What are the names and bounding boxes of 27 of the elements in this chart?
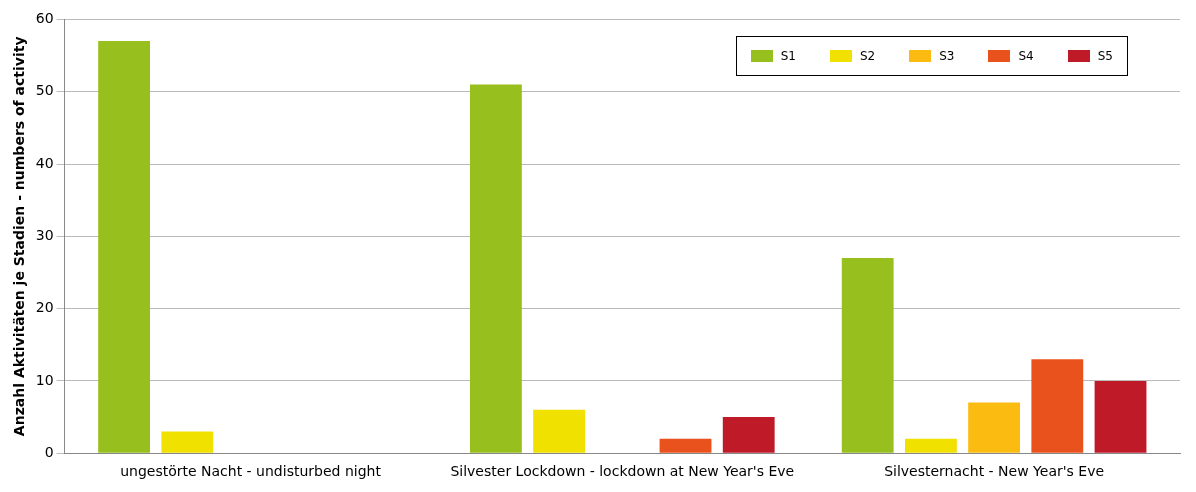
bar xyxy=(98,41,151,453)
x-tick-label: Silvester Lockdown - lockdown at New Year's Eve xyxy=(450,463,795,480)
legend-label: S4 xyxy=(1018,49,1034,63)
y-tick-label: 40 xyxy=(35,154,54,171)
bar xyxy=(1094,380,1147,453)
y-tick-label: 0 xyxy=(44,443,54,460)
legend-label: S5 xyxy=(1097,49,1113,63)
y-tick-label: 20 xyxy=(35,299,54,316)
y-tick-label: 50 xyxy=(35,82,54,99)
bar xyxy=(841,257,894,453)
legend-label: S3 xyxy=(939,49,955,63)
bar xyxy=(469,84,522,453)
bar xyxy=(904,438,957,453)
bar xyxy=(659,438,712,453)
legend-label: S2 xyxy=(859,49,876,63)
bar xyxy=(1031,359,1084,453)
y-tick-label: 60 xyxy=(35,10,54,27)
y-axis-title: Anzahl Aktivitäten je Stadien - numbers of activity xyxy=(11,36,28,437)
y-tick-label: 30 xyxy=(35,226,54,243)
bar xyxy=(533,409,586,453)
y-tick-label: 10 xyxy=(35,371,54,388)
x-tick-label: ungestörte Nacht - undisturbed night xyxy=(120,463,382,480)
bar xyxy=(722,417,775,453)
bar xyxy=(161,431,214,453)
bar xyxy=(968,402,1021,453)
legend-label: S1 xyxy=(780,49,796,63)
x-tick-label: Silvesternacht - New Year's Eve xyxy=(884,463,1105,480)
